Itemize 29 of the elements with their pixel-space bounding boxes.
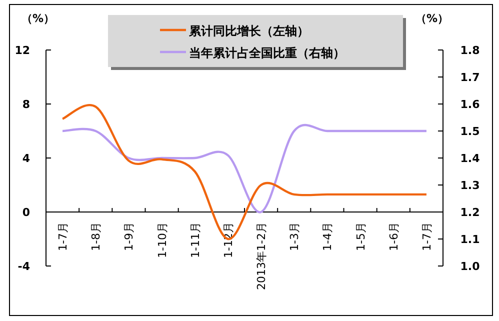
x-tick-label: 1-6月 (387, 222, 400, 251)
y2-tick-label: 1.1 (460, 233, 480, 246)
y2-tick-label: 1.4 (460, 152, 480, 165)
y2-tick-label: 1.2 (460, 206, 480, 219)
x-tick-label: 1-7月 (56, 222, 70, 251)
y2-tick-label: 1.6 (460, 98, 480, 111)
y2-tick-label: 1.3 (460, 179, 480, 192)
x-tick-label: 1-5月 (354, 222, 368, 251)
y2-tick-label: 1.8 (460, 44, 480, 57)
legend-label: 当年累计占全国比重（右轴） (189, 46, 345, 60)
y2-axis-title: （%） (415, 12, 449, 25)
x-tick-label: 1-11月 (188, 222, 202, 258)
x-tick-label: 1-7月 (420, 222, 434, 251)
x-tick-label: 1-3月 (288, 222, 302, 251)
y2-tick-label: 1.5 (460, 125, 480, 138)
y2-tick-label: 1.7 (460, 71, 480, 84)
x-tick-label: 2013年1-2月 (255, 222, 268, 290)
y-axis-title: （%） (21, 12, 55, 25)
x-tick-label: 1-4月 (321, 222, 334, 251)
y-tick-label: 12 (14, 44, 30, 57)
y-tick-label: 0 (22, 206, 30, 219)
legend-label: 累计同比增长（左轴） (188, 24, 309, 38)
x-tick-label: 1-9月 (122, 222, 136, 251)
y-tick-label: 4 (22, 152, 30, 165)
y-tick-label: 8 (22, 98, 30, 111)
y-tick-label: -4 (18, 260, 30, 273)
x-tick-label: 1-8月 (90, 222, 103, 251)
y2-tick-label: 1.0 (460, 260, 480, 273)
x-tick-label: 1-10月 (156, 222, 169, 258)
